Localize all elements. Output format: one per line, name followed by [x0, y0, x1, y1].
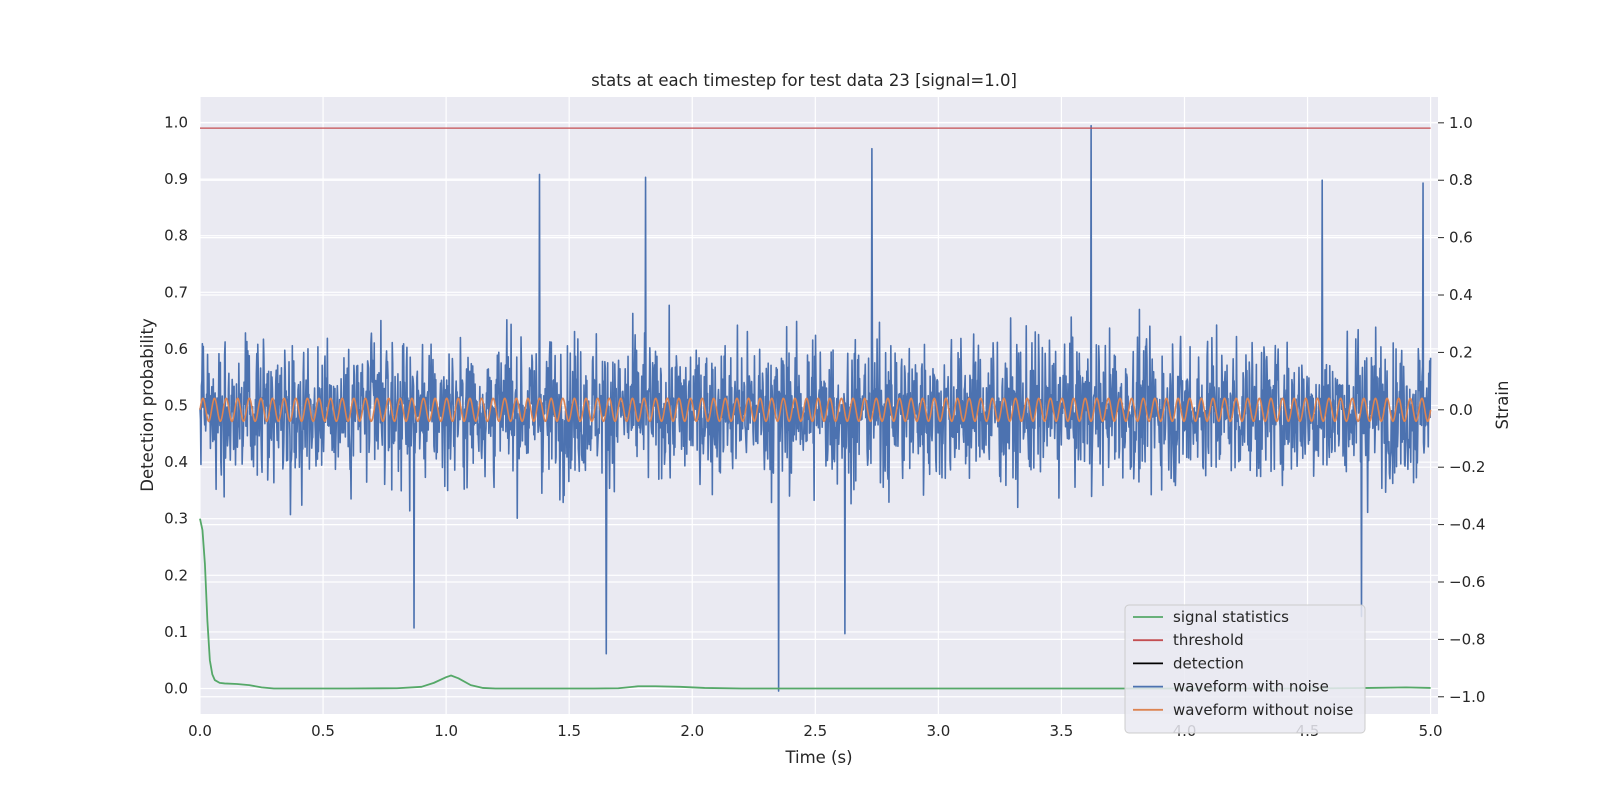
- series-signal-statistics: [199, 518, 1431, 690]
- y-right-tick-label: 1.0: [1449, 114, 1473, 132]
- x-axis-label: Time (s): [784, 748, 852, 767]
- legend-label-signal-statistics: signal statistics: [1173, 608, 1289, 626]
- y-left-tick-label: 0.4: [164, 453, 188, 471]
- y-left-tick-label: 0.2: [164, 566, 188, 584]
- y-right-tick-label: −0.8: [1449, 630, 1485, 648]
- legend-label-threshold: threshold: [1173, 631, 1244, 649]
- x-tick-label: 2.0: [680, 722, 704, 740]
- y-left-tick-label: 1.0: [164, 113, 188, 131]
- y-axis-right-ticks: −1.0 −0.8 −0.6 −0.4 −0.2 0.0 0.2 0.4 0.6 0.8 1.0: [1438, 114, 1485, 706]
- x-tick-label: 2.5: [803, 722, 827, 740]
- x-tick-label: 0.5: [311, 722, 335, 740]
- y-left-tick-label: 0.0: [164, 680, 188, 698]
- x-tick-label: 0.0: [188, 722, 212, 740]
- x-tick-label: 3.0: [926, 722, 950, 740]
- y-right-tick-label: 0.8: [1449, 171, 1473, 189]
- y-right-tick-label: 0.6: [1449, 229, 1473, 247]
- y-right-tick-label: 0.0: [1449, 401, 1473, 419]
- x-tick-label: 1.0: [434, 722, 458, 740]
- y-right-tick-label: −1.0: [1449, 688, 1485, 706]
- legend-label-waveform-without-noise: waveform without noise: [1173, 701, 1353, 719]
- y-right-tick-label: −0.4: [1449, 516, 1485, 534]
- y-right-tick-label: 0.2: [1449, 343, 1473, 361]
- x-tick-label: 3.5: [1050, 722, 1074, 740]
- y-left-tick-label: 0.3: [164, 510, 188, 528]
- x-tick-label: 5.0: [1419, 722, 1443, 740]
- x-tick-label: 1.5: [557, 722, 581, 740]
- series-waveform-without-noise: [199, 397, 1432, 423]
- y-right-tick-label: −0.6: [1449, 573, 1485, 591]
- y-left-tick-label: 0.7: [164, 283, 188, 301]
- y-left-tick-label: 0.9: [164, 170, 188, 188]
- y-axis-right-label: Strain: [1493, 381, 1512, 430]
- legend: signal statistics threshold detection wavef…: [1124, 604, 1366, 734]
- y-left-tick-label: 0.5: [164, 397, 188, 415]
- legend-label-waveform-with-noise: waveform with noise: [1173, 678, 1329, 696]
- legend-box: [1124, 604, 1366, 734]
- y-axis-left-ticks: 0.0 0.1 0.2 0.3 0.4 0.5 0.6 0.7 0.8 0.9 1.0: [164, 113, 188, 697]
- x-axis-ticks: 0.00.51.01.52.02.53.03.54.04.55.0: [188, 722, 1442, 740]
- y-axis-left-label: Detection probability: [138, 318, 157, 492]
- chart-title: stats at each timestep for test data 23 …: [591, 71, 1017, 90]
- y-right-tick-label: −0.2: [1449, 458, 1485, 476]
- y-left-tick-label: 0.8: [164, 227, 188, 245]
- y-left-tick-label: 0.6: [164, 340, 188, 358]
- y-left-tick-label: 0.1: [164, 623, 188, 641]
- series-group: [199, 124, 1432, 692]
- legend-label-detection: detection: [1173, 654, 1244, 672]
- y-right-tick-label: 0.4: [1449, 286, 1473, 304]
